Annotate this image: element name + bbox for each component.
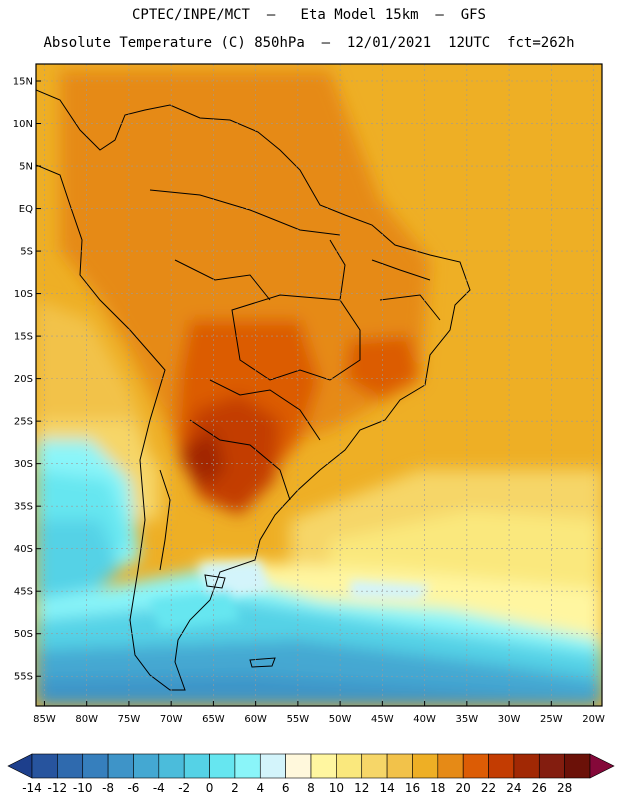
colorbar-label: 22 bbox=[481, 781, 496, 795]
lat-label: 55S bbox=[14, 672, 33, 683]
colorbar-swatch bbox=[57, 753, 84, 779]
colorbar-arrow-low bbox=[7, 753, 33, 779]
colorbar-label: 18 bbox=[430, 781, 445, 795]
temperature-field bbox=[36, 64, 602, 706]
lon-label: 40W bbox=[413, 714, 436, 725]
lon-label: 30W bbox=[498, 714, 521, 725]
lat-label: 40S bbox=[14, 544, 33, 555]
lat-label: 20S bbox=[14, 374, 33, 385]
colorbar-label: 2 bbox=[231, 781, 239, 795]
lat-label: 45S bbox=[14, 587, 33, 598]
colorbar-label: 14 bbox=[379, 781, 394, 795]
colorbar-label: 28 bbox=[557, 781, 572, 795]
colorbar-swatch bbox=[107, 753, 134, 779]
colorbar-swatch bbox=[386, 753, 413, 779]
colorbar-arrow-high bbox=[589, 753, 615, 779]
lon-label: 50W bbox=[329, 714, 352, 725]
colorbar-swatch bbox=[488, 753, 515, 779]
lat-label: 10N bbox=[13, 119, 33, 130]
colorbar-swatch bbox=[336, 753, 363, 779]
colorbar-swatch bbox=[462, 753, 489, 779]
colorbar-swatch bbox=[412, 753, 439, 779]
colorbar-swatch bbox=[82, 753, 109, 779]
colorbar-swatch bbox=[285, 753, 312, 779]
lat-label: 30S bbox=[14, 459, 33, 470]
lon-label: 20W bbox=[582, 714, 605, 725]
colorbar-swatch bbox=[361, 753, 388, 779]
colorbar-label: -14 bbox=[22, 781, 42, 795]
coastlines bbox=[36, 89, 471, 691]
colorbar-swatch bbox=[183, 753, 210, 779]
colorbar-label: 12 bbox=[354, 781, 369, 795]
colorbar-label: -6 bbox=[127, 781, 139, 795]
colorbar-swatch bbox=[564, 753, 591, 779]
colorbar-label: 26 bbox=[532, 781, 547, 795]
colorbar-swatch bbox=[158, 753, 185, 779]
colorbar-label: 24 bbox=[506, 781, 521, 795]
colorbar-swatch bbox=[437, 753, 464, 779]
colorbar-label: -8 bbox=[102, 781, 114, 795]
graticule bbox=[36, 64, 602, 706]
lat-label: 25S bbox=[14, 417, 33, 428]
lon-label: 60W bbox=[244, 714, 267, 725]
colorbar-swatch bbox=[31, 753, 58, 779]
lon-label: 35W bbox=[456, 714, 479, 725]
colorbar-swatch bbox=[133, 753, 160, 779]
colorbar-swatch bbox=[513, 753, 540, 779]
colorbar-label: 10 bbox=[329, 781, 344, 795]
colorbar-label: 0 bbox=[206, 781, 214, 795]
lat-label: EQ bbox=[19, 204, 33, 215]
lon-label: 45W bbox=[371, 714, 394, 725]
lat-label: 10S bbox=[14, 289, 33, 300]
lat-label: 35S bbox=[14, 502, 33, 513]
lon-label: 80W bbox=[75, 714, 98, 725]
colorbar-label: -4 bbox=[153, 781, 165, 795]
colorbar-label: -10 bbox=[73, 781, 93, 795]
colorbar-label: 8 bbox=[307, 781, 315, 795]
colorbar-swatch bbox=[259, 753, 286, 779]
map-frame bbox=[35, 63, 603, 707]
lon-label: 85W bbox=[33, 714, 56, 725]
lat-label: 50S bbox=[14, 629, 33, 640]
lat-label: 5S bbox=[20, 247, 33, 258]
colorbar-label: -12 bbox=[48, 781, 68, 795]
colorbar-swatch bbox=[538, 753, 565, 779]
chart-title-line2: Absolute Temperature (C) 850hPa – 12/01/… bbox=[43, 35, 575, 51]
colorbar-label: 4 bbox=[256, 781, 264, 795]
lon-label: 55W bbox=[287, 714, 310, 725]
lon-label: 70W bbox=[160, 714, 183, 725]
chart-title-line1: CPTEC/INPE/MCT – Eta Model 15km – GFS bbox=[131, 7, 486, 23]
colorbar-label: 6 bbox=[282, 781, 290, 795]
colorbar-swatch bbox=[234, 753, 261, 779]
lon-label: 65W bbox=[202, 714, 225, 725]
lon-label: 25W bbox=[540, 714, 563, 725]
lat-label: 15N bbox=[13, 77, 33, 88]
axis-ticks: 15N 10N 5N EQ 5S 10S 15S 20S 25S 30S 35S 40S 45S 50S 5… bbox=[13, 77, 605, 725]
colorbar-swatch bbox=[310, 753, 337, 779]
colorbar-label: 20 bbox=[456, 781, 471, 795]
colorbar: -14 -12 -10 -8 -6 -4 -2 0 2 4 6 8 10 12 14 16 18 20 22 24 26… bbox=[7, 753, 615, 795]
lon-label: 75W bbox=[118, 714, 141, 725]
lat-label: 15S bbox=[14, 332, 33, 343]
colorbar-label: -2 bbox=[178, 781, 190, 795]
colorbar-swatch bbox=[209, 753, 236, 779]
lat-label: 5N bbox=[19, 162, 33, 173]
colorbar-label: 16 bbox=[405, 781, 420, 795]
